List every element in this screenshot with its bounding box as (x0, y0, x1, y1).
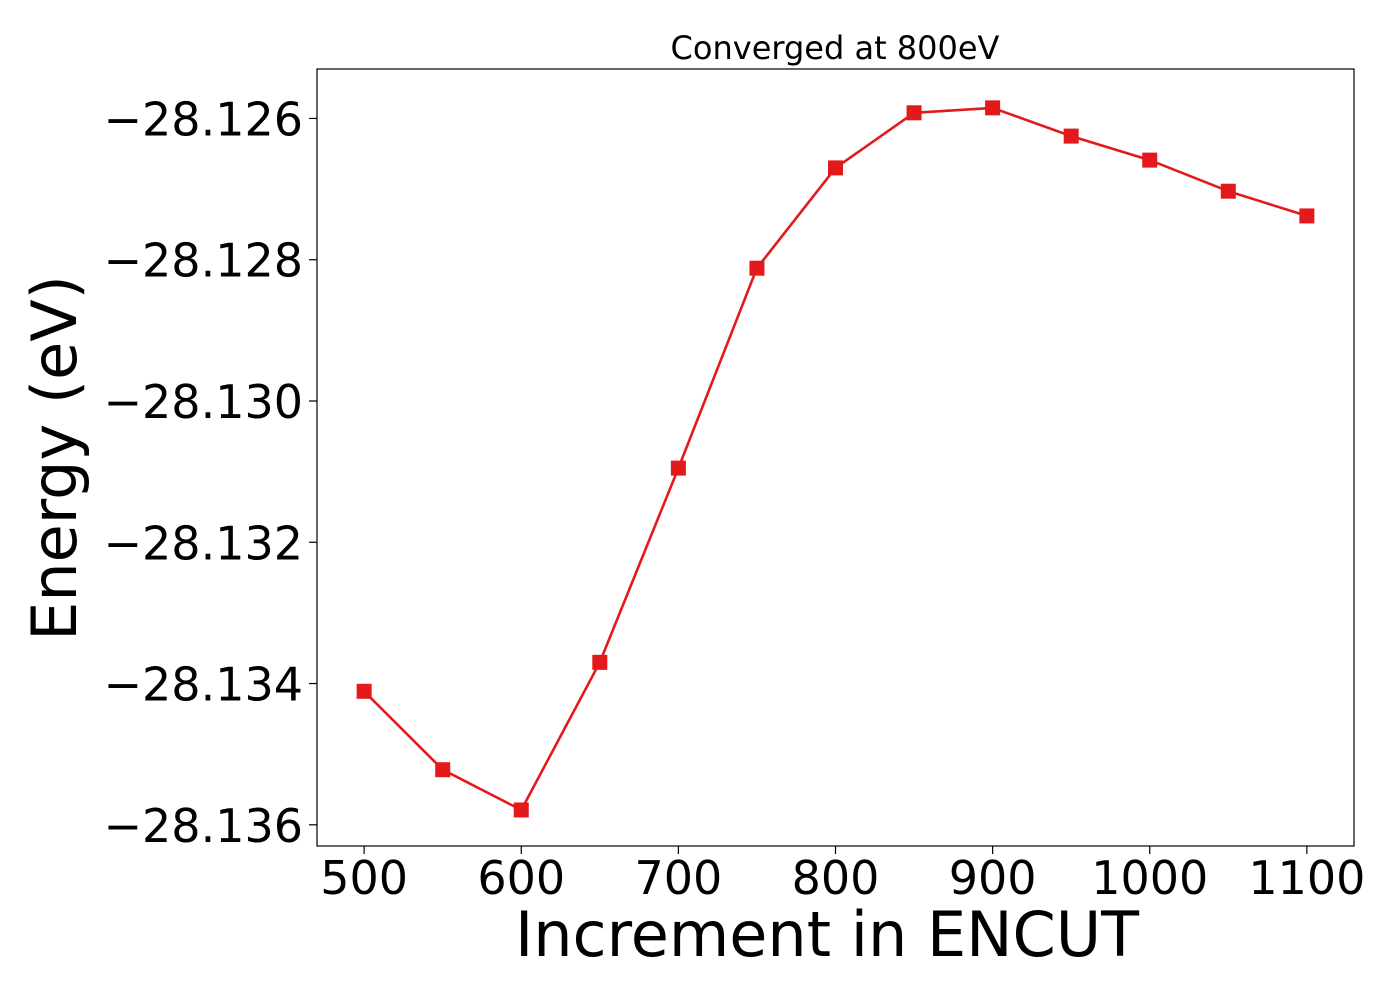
x-axis: 500 600 700 800 900 1000 1100 (320, 846, 1365, 905)
y-tick-label: −28.126 (104, 92, 304, 146)
y-axis-label: Energy (eV) (18, 275, 91, 641)
data-point (1142, 152, 1158, 168)
data-point (1299, 208, 1315, 224)
y-tick-label: −28.128 (104, 234, 304, 288)
chart-title: Converged at 800eV (671, 29, 1000, 67)
data-point (435, 762, 451, 778)
x-axis-label: Increment in ENCUT (515, 898, 1140, 971)
y-axis: −28.136 −28.134 −28.132 −28.130 −28.128 −28.1… (104, 92, 317, 853)
x-tick-label: 1100 (1248, 851, 1365, 905)
data-point (828, 160, 843, 176)
x-tick-label: 800 (792, 851, 880, 905)
data-point (1063, 128, 1079, 144)
x-tick-label: 500 (320, 851, 408, 905)
x-tick-label: 700 (634, 851, 722, 905)
y-tick-label: −28.132 (104, 516, 304, 570)
data-point (985, 100, 1001, 116)
plot-area (316, 68, 1355, 847)
data-point (356, 683, 372, 699)
x-tick-label: 900 (949, 851, 1037, 905)
y-tick-label: −28.130 (104, 375, 304, 429)
data-point (513, 802, 529, 818)
x-tick-label: 600 (477, 851, 565, 905)
data-point (670, 460, 686, 476)
data-point (906, 105, 922, 121)
series-line (363, 106, 1308, 812)
y-tick-label: −28.136 (104, 799, 304, 853)
data-point (749, 260, 765, 276)
data-point (592, 654, 608, 670)
plot-frame (316, 68, 1355, 847)
x-tick-label: 1000 (1091, 851, 1208, 905)
y-tick-label: −28.134 (104, 658, 304, 712)
series-layer (356, 100, 1315, 818)
data-point (1220, 183, 1236, 199)
